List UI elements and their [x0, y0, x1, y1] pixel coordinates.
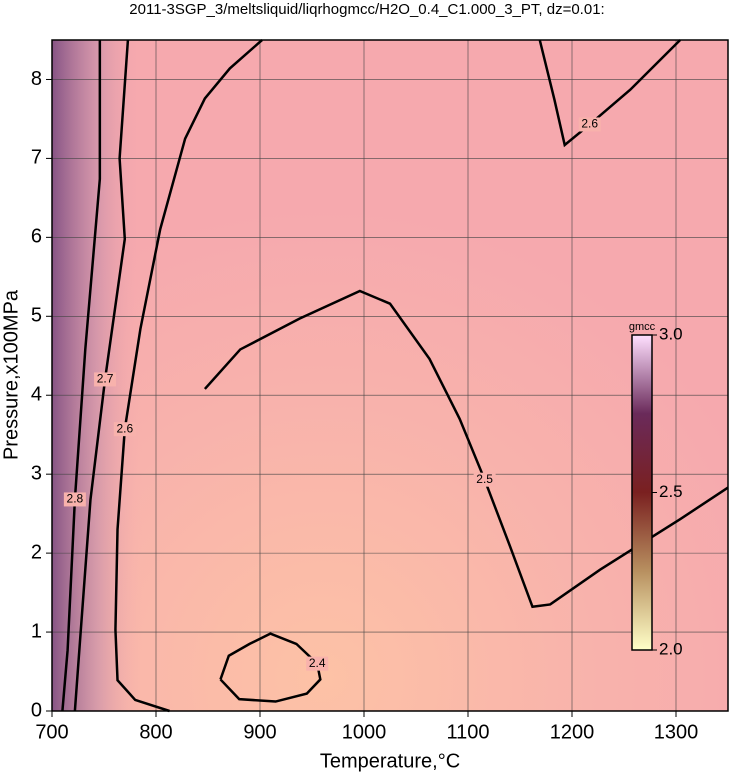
y-tick-label: 3	[31, 462, 42, 484]
contour-label: 2.6	[581, 117, 598, 131]
chart-title: 2011-3SGP_3/meltsliquid/liqrhogmcc/H2O_0…	[129, 1, 604, 18]
contour-line	[538, 39, 682, 148]
y-axis-label: Pressure,x100MPa	[0, 289, 22, 460]
y-tick-label: 7	[31, 147, 42, 169]
contour-label-bg	[306, 656, 329, 671]
x-axis-label: Temperature,°C	[320, 750, 460, 772]
contour-label: 2.5	[476, 472, 493, 486]
contour-label-bg	[113, 422, 136, 437]
x-tick-label: 1100	[446, 721, 489, 743]
contour-label: 2.7	[97, 372, 114, 386]
contour-label-bg	[473, 472, 496, 487]
plot-frame	[51, 39, 729, 712]
plot-background	[52, 40, 728, 711]
x-tick-label: 1000	[342, 721, 387, 743]
y-tick-label: 4	[31, 384, 42, 406]
contour-label: 2.4	[309, 656, 326, 670]
y-tick-label: 5	[31, 305, 42, 327]
y-tick-label: 0	[31, 699, 42, 721]
contour-label-bg	[94, 372, 117, 387]
colorbar	[631, 334, 653, 651]
contour-label-bg	[63, 492, 86, 507]
contour-label: 2.6	[116, 421, 133, 435]
y-tick-label: 8	[31, 68, 42, 90]
x-tick-label: 900	[243, 721, 276, 743]
y-tick-label: 2	[31, 541, 42, 563]
colorbar-tick-label: 3.0	[659, 324, 683, 343]
contour-label-bg	[578, 117, 601, 132]
y-tick-label: 1	[31, 620, 42, 642]
contour-line	[61, 40, 102, 712]
y-tick-label: 6	[31, 226, 42, 248]
x-tick-label: 800	[139, 721, 172, 743]
contour-label: 2.8	[67, 492, 84, 506]
contour-line	[203, 289, 729, 609]
colorbar-tick-label: 2.5	[659, 482, 683, 501]
colorbar-tick-label: 2.0	[659, 639, 683, 658]
colorbar-label: gmcc	[629, 321, 656, 333]
contour-line	[114, 39, 263, 713]
x-tick-label: 1200	[550, 721, 595, 743]
x-tick-label: 1300	[654, 721, 699, 743]
x-tick-label: 700	[35, 721, 68, 743]
